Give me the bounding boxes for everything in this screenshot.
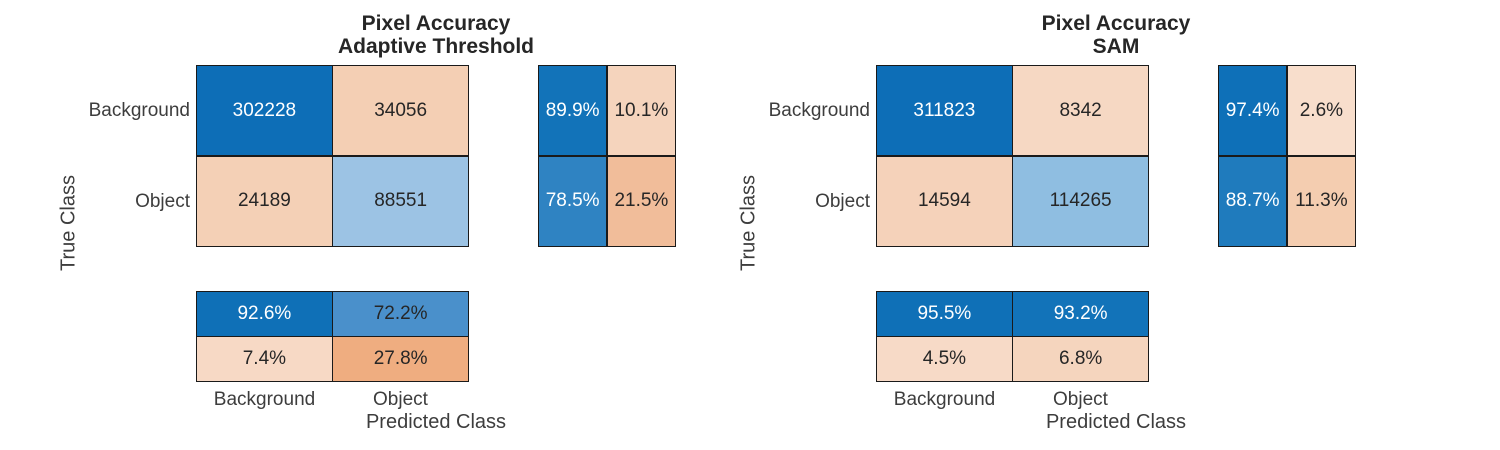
row-tick-label-object: Object xyxy=(135,191,190,212)
confusion-cell: 114265 xyxy=(1013,156,1148,246)
column-summary-cell: 92.6% xyxy=(197,292,332,336)
column-summary-cell: 6.8% xyxy=(1013,337,1148,381)
column-normalized-summary: 92.6% 72.2% 7.4% 27.8% xyxy=(196,291,469,382)
row-tick-label-background: Background xyxy=(768,100,870,121)
row-summary-cell: 21.5% xyxy=(607,156,675,246)
column-normalized-summary: 95.5% 93.2% 4.5% 6.8% xyxy=(876,291,1149,382)
row-tick-label-background: Background xyxy=(88,100,190,121)
chart-title-line1: Pixel Accuracy xyxy=(1041,12,1191,35)
row-summary-cell: 78.5% xyxy=(539,156,607,246)
column-summary-cell: 93.2% xyxy=(1013,292,1148,336)
column-summary-cell: 4.5% xyxy=(877,337,1012,381)
confusion-cell: 14594 xyxy=(877,156,1012,246)
chart-title: Pixel Accuracy SAM xyxy=(876,12,1356,58)
chart-title-line2: Adaptive Threshold xyxy=(337,35,535,58)
confusion-cell: 302228 xyxy=(197,66,332,156)
column-summary-cell: 72.2% xyxy=(333,292,468,336)
confusion-matrix: 311823 8342 14594 114265 xyxy=(876,65,1149,247)
confusion-cell: 24189 xyxy=(197,156,332,246)
row-summary-cell: 10.1% xyxy=(607,66,675,156)
col-tick-label-background: Background xyxy=(213,389,316,410)
row-summary-cell: 88.7% xyxy=(1219,156,1287,246)
confusion-cell: 311823 xyxy=(877,66,1012,156)
row-tick-label-object: Object xyxy=(815,191,870,212)
confusion-cell: 34056 xyxy=(333,66,468,156)
y-axis-label: True Class xyxy=(57,175,80,271)
chart-title-line1: Pixel Accuracy xyxy=(361,12,511,35)
row-normalized-summary: 97.4% 2.6% 88.7% 11.3% xyxy=(1218,65,1356,247)
confusion-cell: 88551 xyxy=(333,156,468,246)
confusion-cell: 8342 xyxy=(1013,66,1148,156)
confusion-matrix: 302228 34056 24189 88551 xyxy=(196,65,469,247)
confusion-chart-sam: Pixel Accuracy SAM True Class Background… xyxy=(680,0,1380,450)
confusion-chart-adaptive-threshold: Pixel Accuracy Adaptive Threshold True C… xyxy=(0,0,700,450)
x-axis-label: Predicted Class xyxy=(365,411,507,433)
row-normalized-summary: 89.9% 10.1% 78.5% 21.5% xyxy=(538,65,676,247)
col-tick-label-object: Object xyxy=(373,389,428,410)
chart-title: Pixel Accuracy Adaptive Threshold xyxy=(196,12,676,58)
row-summary-cell: 11.3% xyxy=(1287,156,1355,246)
row-summary-cell: 89.9% xyxy=(539,66,607,156)
row-summary-cell: 97.4% xyxy=(1219,66,1287,156)
column-summary-cell: 95.5% xyxy=(877,292,1012,336)
row-summary-cell: 2.6% xyxy=(1287,66,1355,156)
y-axis-label: True Class xyxy=(737,175,760,271)
column-summary-cell: 7.4% xyxy=(197,337,332,381)
chart-title-line2: SAM xyxy=(1092,35,1140,58)
col-tick-label-object: Object xyxy=(1053,389,1108,410)
x-axis-label: Predicted Class xyxy=(1045,411,1187,433)
col-tick-label-background: Background xyxy=(893,389,996,410)
column-summary-cell: 27.8% xyxy=(333,337,468,381)
